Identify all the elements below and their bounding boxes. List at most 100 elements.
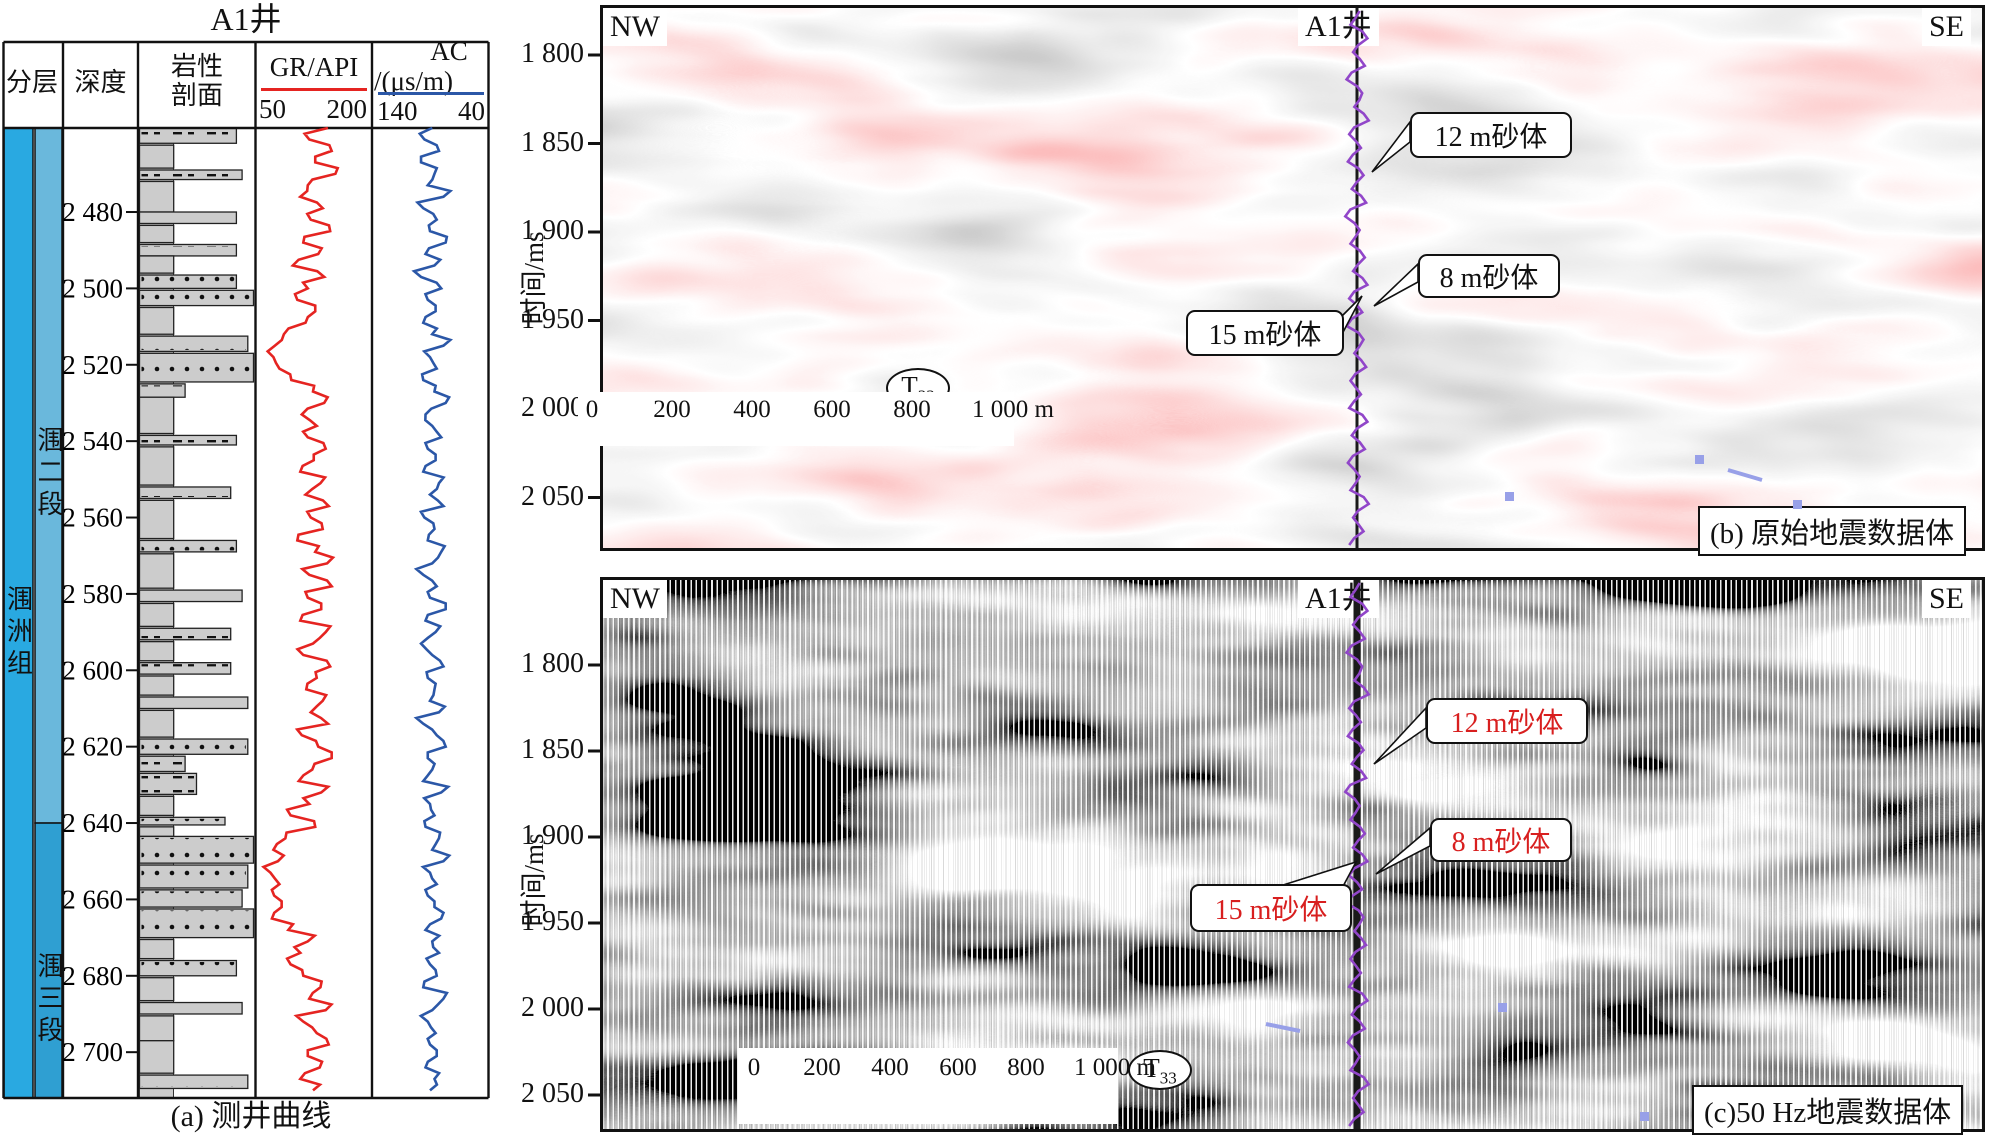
time-tick-label: 1 900 <box>521 820 584 851</box>
horizon-letter-c: T <box>1143 1053 1160 1083</box>
seismic-texture-b <box>600 5 1985 551</box>
time-tick-label: 1 800 <box>521 648 584 679</box>
corner-nw-b: NW <box>603 8 667 46</box>
lith-bed <box>138 180 175 213</box>
lith-bed <box>138 396 175 435</box>
caption-c: (c)50 Hz地震数据体 <box>1692 1085 1964 1135</box>
ac-curve <box>411 126 454 1092</box>
header-stratification: 分层 <box>5 68 58 97</box>
scale-bar-label: 1 000 m <box>972 396 1054 423</box>
lith-dots <box>141 291 252 305</box>
time-tick-label: 2 000 <box>521 392 584 423</box>
lith-bed <box>138 640 175 662</box>
time-tick-label: 1 850 <box>521 734 584 765</box>
annotation-pointer <box>1373 705 1427 765</box>
lith-dots <box>141 1076 246 1087</box>
scale-bar-label: 0 <box>585 396 599 423</box>
lith-dots <box>141 276 235 287</box>
gr-curve <box>261 126 340 1092</box>
corner-well-c: A1井 <box>1298 580 1379 618</box>
time-tick-label: 1 800 <box>521 38 584 69</box>
seismic-frame-b <box>600 5 1985 551</box>
lith-dots <box>141 866 246 887</box>
lith-bed <box>138 553 175 589</box>
header-ac: AC /(μs/m) <box>374 36 488 96</box>
lith-dots <box>141 962 235 975</box>
scale-bar-label: 400 <box>733 396 771 423</box>
lith-bed <box>138 977 175 1002</box>
time-tick-label: 2 050 <box>521 480 584 512</box>
lith-dashes <box>141 245 235 255</box>
strat-label-lower: 涠三段 <box>34 952 63 1048</box>
time-tick-label: 2 050 <box>521 1078 584 1109</box>
sand-body-annotation: 8 m砂体 <box>1418 254 1560 298</box>
lavender-marker <box>1640 1112 1649 1121</box>
scale-bar-label: 200 <box>803 1054 841 1081</box>
gr-scale-line <box>261 88 367 91</box>
lith-bed <box>138 795 175 817</box>
well-title: A1井 <box>210 1 282 37</box>
ac-unit: /(μs/m) <box>374 66 453 97</box>
lavender-marker <box>1793 500 1802 509</box>
depth-tick-label: 2 580 <box>62 579 123 609</box>
scale-bar-label: 600 <box>939 1054 977 1081</box>
lith-dots <box>141 354 252 381</box>
depth-ticks: 2 480 2 500 2 520 2 540 2 560 2 580 2 600 2 620… <box>62 197 137 1067</box>
lavender-dash <box>1265 1022 1301 1033</box>
lith-bed <box>138 675 175 696</box>
lith-dashes <box>141 171 241 179</box>
well-log-overlay-curve <box>1343 582 1371 1127</box>
scale-bar-label: 800 <box>1007 1054 1045 1081</box>
scale-bar-box <box>738 1048 1118 1124</box>
time-tick-label: 2 000 <box>521 992 584 1023</box>
lith-bed <box>138 938 175 960</box>
horizon-sub-c: 33 <box>1159 1068 1177 1088</box>
scale-bar-label: 0 <box>747 1054 761 1081</box>
sand-body-annotation: 8 m砂体 <box>1430 818 1572 862</box>
lith-dots <box>141 541 235 551</box>
lith-dots <box>141 591 241 601</box>
seismic-frame-c <box>600 577 1985 1132</box>
lithology-beds <box>138 127 255 1099</box>
depth-tick-label: 2 540 <box>62 426 123 456</box>
lith-bed <box>138 306 175 335</box>
lith-dashes <box>141 488 229 497</box>
annotation-pointer <box>1371 119 1411 173</box>
time-tick-label: 1 900 <box>521 215 584 246</box>
lith-dashes <box>141 385 184 396</box>
gr-min: 50 <box>259 94 286 124</box>
corner-se-b: SE <box>1922 8 1972 46</box>
lith-dots <box>141 1004 241 1013</box>
scale-bar-label: 200 <box>653 396 691 423</box>
scale-bar-label: 600 <box>813 396 851 423</box>
lith-dots <box>141 740 246 753</box>
lavender-marker <box>1695 455 1704 464</box>
well-log-overlay-curve <box>1343 10 1371 546</box>
lith-dashes <box>141 664 229 673</box>
sand-body-annotation: 12 m砂体 <box>1410 112 1572 158</box>
lith-bed <box>138 144 175 169</box>
caption-b: (b) 原始地震数据体 <box>1698 506 1967 556</box>
strat-label-upper: 涠二段 <box>34 426 63 522</box>
log-curves <box>261 126 454 1092</box>
lith-bed <box>138 224 175 244</box>
lith-dots <box>141 213 235 222</box>
time-tick-label: 1 950 <box>521 906 584 937</box>
scale-bar-label: 800 <box>893 396 931 423</box>
lith-dashes <box>141 129 235 142</box>
time-tick-label: 1 950 <box>521 303 584 335</box>
depth-tick-label: 2 660 <box>62 884 123 914</box>
stratigraphy-bands <box>3 127 63 1099</box>
lith-bed <box>138 446 175 486</box>
lith-dashes <box>141 629 229 639</box>
lith-dashes <box>141 436 235 444</box>
depth-tick-label: 2 560 <box>62 503 123 533</box>
depth-tick-label: 2 620 <box>62 732 123 762</box>
lith-dots <box>141 891 241 906</box>
header-depth: 深度 <box>74 68 127 97</box>
scale-bar-box <box>578 392 1014 446</box>
lith-dots <box>141 910 252 937</box>
lith-bed <box>138 1015 175 1042</box>
